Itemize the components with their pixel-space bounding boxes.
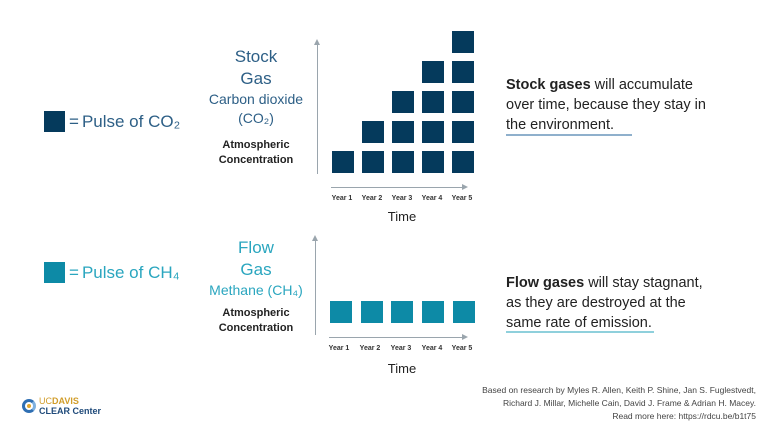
flow-description: Flow gases will stay stagnant, as they a… xyxy=(506,273,721,333)
uc-davis-clear-center-logo: UCDAVIS CLEAR Center xyxy=(22,396,101,416)
co2-block xyxy=(452,151,474,173)
co2-block xyxy=(422,91,444,113)
stock-x-axis-label: Time xyxy=(387,209,417,224)
tick-year-1: Year 1 xyxy=(331,195,353,202)
co2-block xyxy=(422,121,444,143)
y-label-line1: Atmospheric xyxy=(222,307,290,319)
logo-clear-center: CLEAR Center xyxy=(39,406,102,416)
ch4-block xyxy=(361,301,383,323)
citation-line1: Based on research by Myles R. Allen, Kei… xyxy=(482,385,756,395)
flow-description-rest: will stay stagnant, as they are destroye… xyxy=(506,275,703,331)
citation: Based on research by Myles R. Allen, Kei… xyxy=(456,384,756,423)
citation-line2: Richard J. Millar, Michelle Cain, David … xyxy=(502,398,756,408)
stock-gas-title: Stock Gas Carbon dioxide (CO₂) xyxy=(196,46,316,128)
co2-pulse-swatch xyxy=(44,111,65,132)
legend-equals: = xyxy=(69,262,79,282)
legend-label: Pulse of CH₄ xyxy=(81,262,180,282)
flow-underline xyxy=(506,331,654,333)
co2-block xyxy=(362,121,384,143)
tick-year-4: Year 4 xyxy=(421,345,443,352)
citation-link[interactable]: Read more here: https://rdcu.be/b1t75 xyxy=(612,411,756,421)
stock-y-axis xyxy=(314,39,320,174)
co2-block xyxy=(362,151,384,173)
tick-year-5: Year 5 xyxy=(451,195,473,202)
co2-block xyxy=(452,31,474,53)
ch4-pulse-swatch xyxy=(44,262,65,283)
tick-year-2: Year 2 xyxy=(359,345,381,352)
co2-block xyxy=(392,121,414,143)
co2-block xyxy=(392,151,414,173)
tick-year-1: Year 1 xyxy=(328,345,350,352)
tick-year-3: Year 3 xyxy=(390,345,412,352)
ch4-block xyxy=(422,301,444,323)
co2-block xyxy=(422,151,444,173)
co2-block xyxy=(392,91,414,113)
title-stock: Stock xyxy=(234,47,278,66)
stock-description-bold: Stock gases xyxy=(506,77,591,93)
flow-x-axis xyxy=(329,334,468,340)
stock-description: Stock gases will accumulate over time, b… xyxy=(506,75,716,135)
y-label-line2: Concentration xyxy=(218,154,294,166)
ch4-block xyxy=(453,301,475,323)
title-flow: Flow xyxy=(238,238,274,257)
co2-block xyxy=(422,61,444,83)
flow-y-axis-label: Atmospheric Concentration xyxy=(206,306,306,336)
stock-description-rest: will accumulate over time, because they … xyxy=(506,77,706,133)
tick-year-5: Year 5 xyxy=(451,345,473,352)
flow-description-bold: Flow gases xyxy=(506,275,585,291)
co2-block xyxy=(452,121,474,143)
stock-underline xyxy=(506,134,632,136)
legend-label: Pulse of CO₂ xyxy=(81,111,181,131)
title-methane: Methane (CH₄) xyxy=(209,282,303,298)
legend-equals: = xyxy=(69,111,79,131)
title-carbon-dioxide: Carbon dioxide xyxy=(208,91,304,107)
ch4-block xyxy=(330,301,352,323)
tick-year-3: Year 3 xyxy=(391,195,413,202)
y-label-line1: Atmospheric xyxy=(222,139,290,151)
y-label-line2: Concentration xyxy=(218,322,294,334)
stock-y-axis-label: Atmospheric Concentration xyxy=(206,138,306,168)
flow-gas-title: Flow Gas Methane (CH₄) xyxy=(196,237,316,300)
co2-block xyxy=(452,91,474,113)
title-co2-formula: (CO₂) xyxy=(238,110,274,126)
co2-block xyxy=(332,151,354,173)
logo-ring-icon xyxy=(22,399,36,413)
flow-legend: = Pulse of CH₄ xyxy=(44,262,180,283)
ch4-block xyxy=(391,301,413,323)
stock-x-axis xyxy=(331,184,468,190)
flow-x-axis-label: Time xyxy=(387,361,417,376)
logo-davis: DAVIS xyxy=(52,396,79,406)
logo-uc: UC xyxy=(39,396,52,406)
tick-year-2: Year 2 xyxy=(361,195,383,202)
flow-y-axis xyxy=(312,235,318,335)
co2-block xyxy=(452,61,474,83)
title-gas: Gas xyxy=(240,260,272,279)
tick-year-4: Year 4 xyxy=(421,195,443,202)
stock-legend: = Pulse of CO₂ xyxy=(44,111,180,132)
title-gas: Gas xyxy=(240,69,272,88)
